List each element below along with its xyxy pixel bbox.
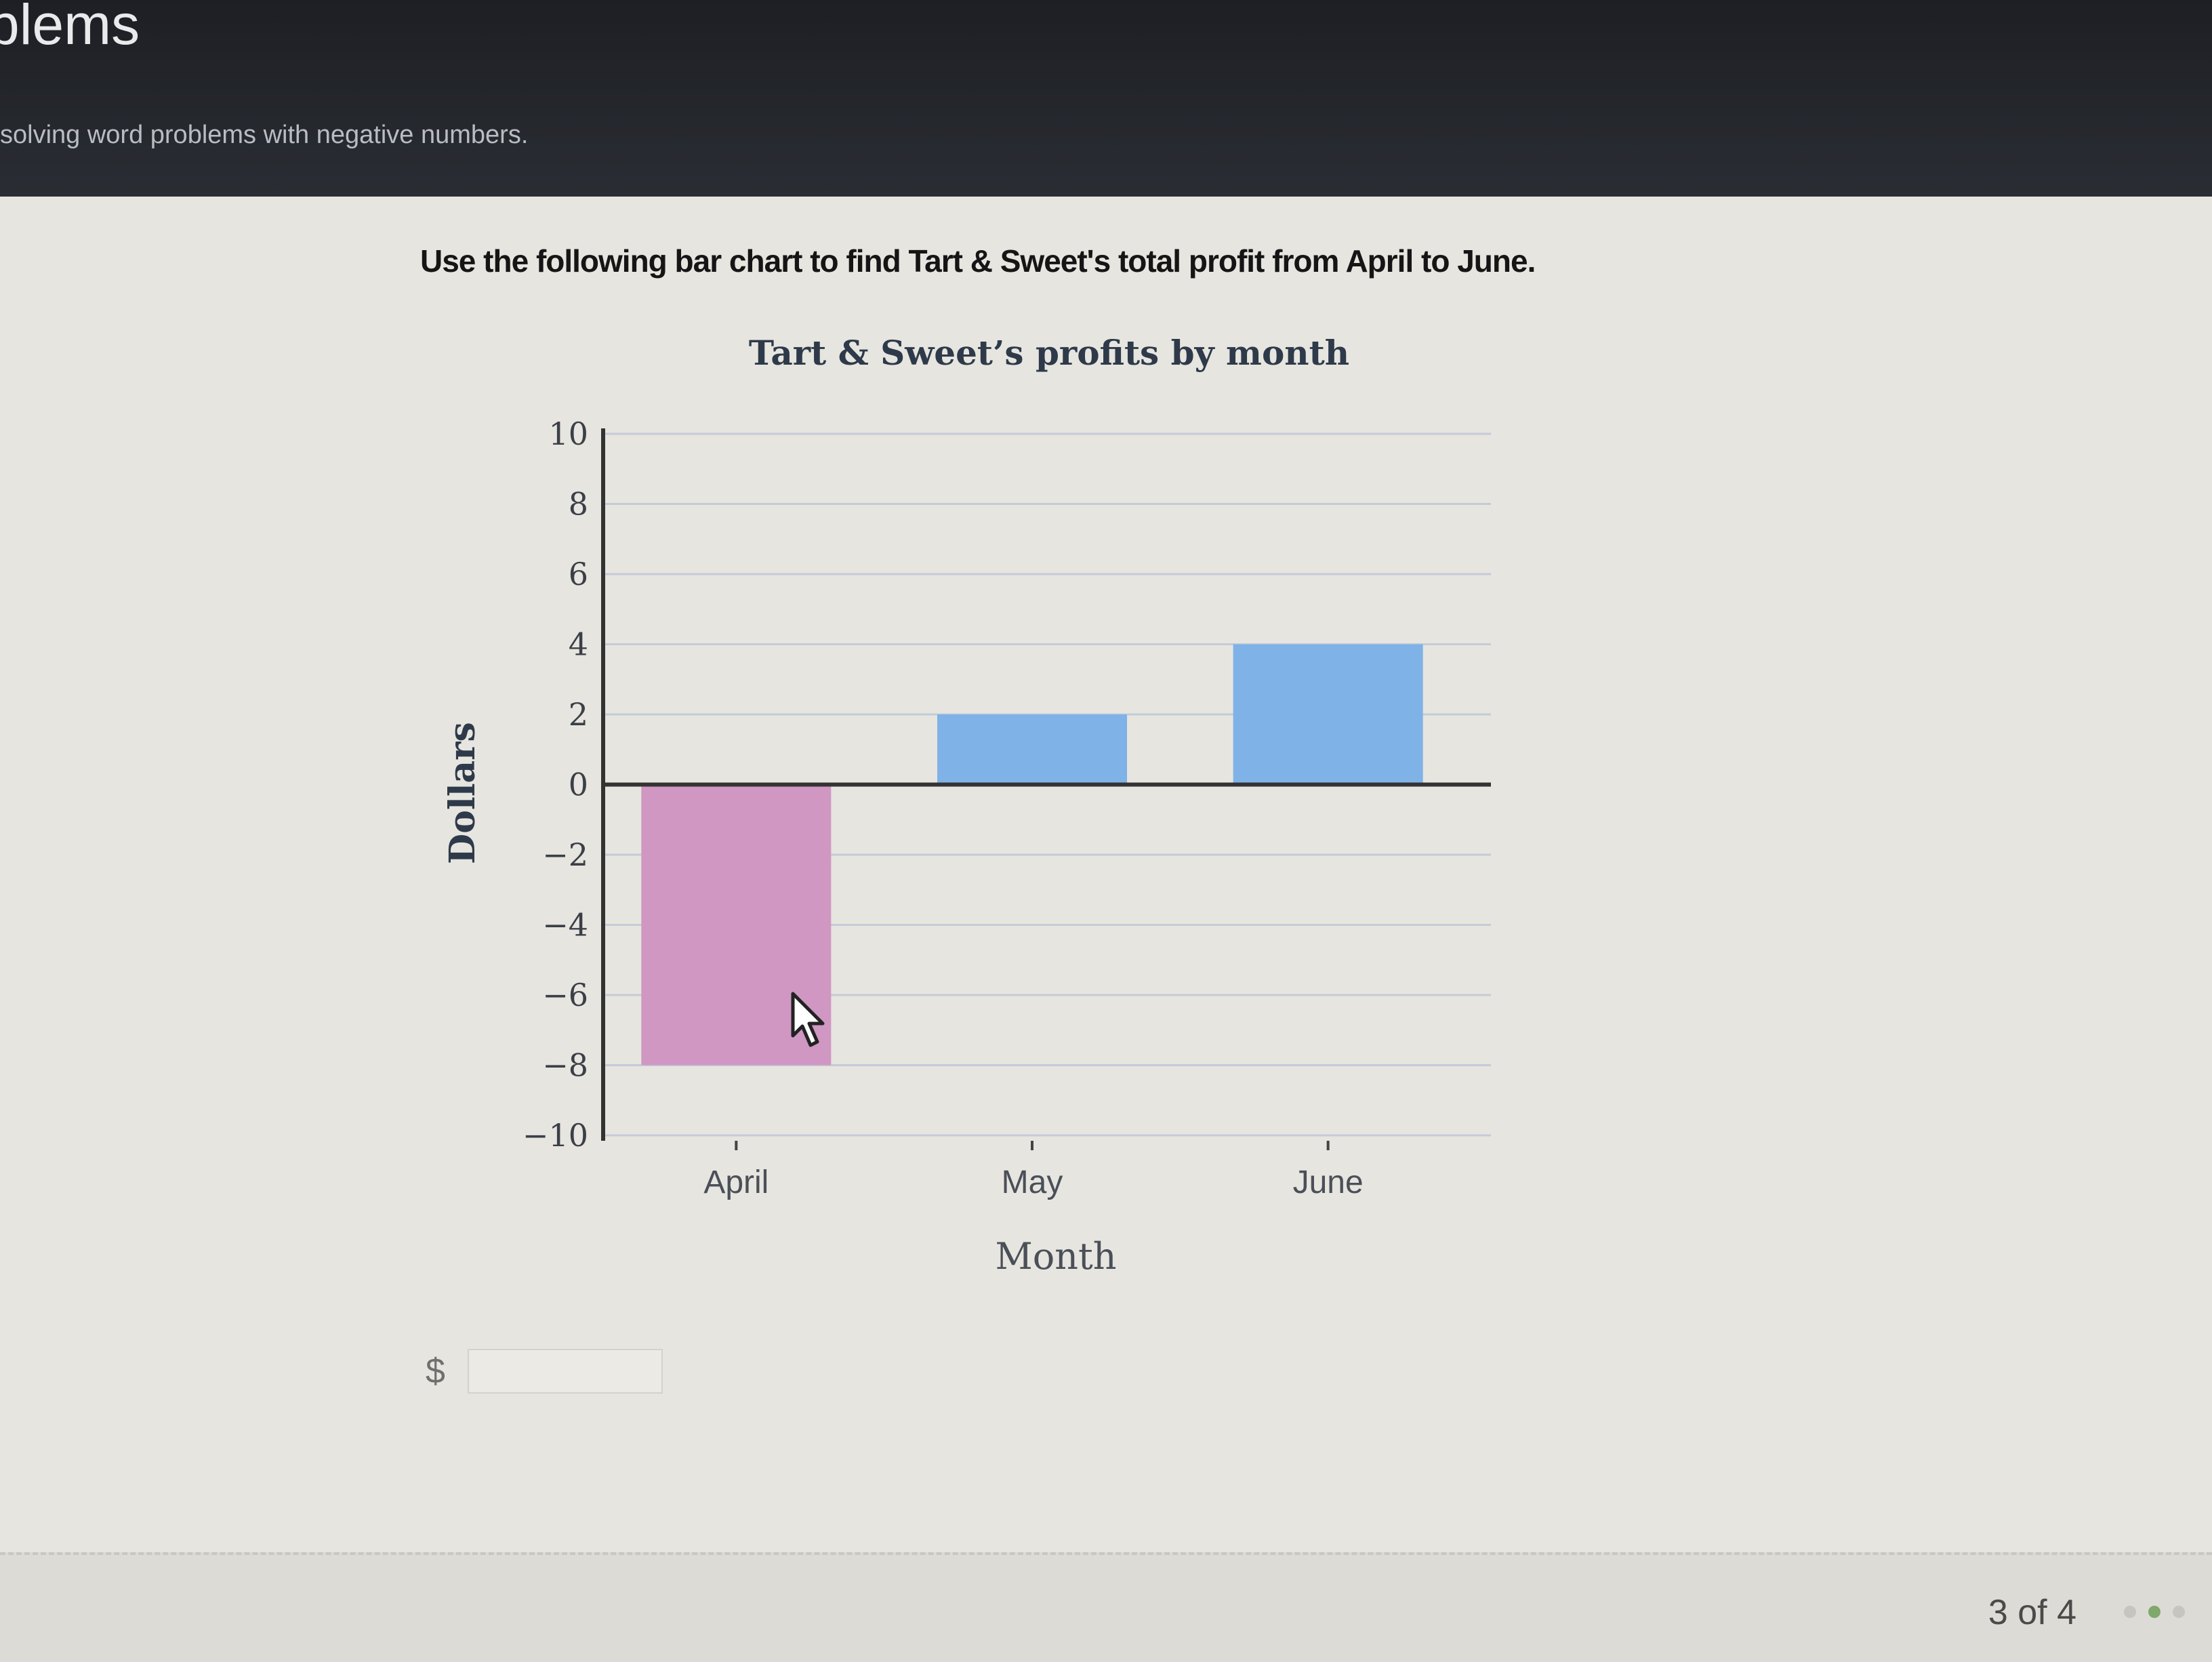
- y-axis-label: Dollars: [442, 722, 483, 864]
- progress-dot: [2173, 1606, 2185, 1618]
- y-tick-label: 10: [548, 416, 588, 452]
- bar-may: [937, 714, 1127, 785]
- x-tick-label: May: [1002, 1164, 1063, 1200]
- progress-dot: [2124, 1606, 2136, 1618]
- y-tick-label: 6: [569, 556, 588, 592]
- question-progress: 3 of 4: [1988, 1593, 2076, 1632]
- y-tick-labels: 10 8 6 4 2 0 −2 −4 −6 −8 −10: [523, 416, 588, 1154]
- page-subtitle: solving word problems with negative numb…: [0, 121, 529, 149]
- exercise-content: [0, 197, 2212, 1552]
- answer-row: $: [426, 1349, 663, 1394]
- y-tick-label: 0: [569, 767, 588, 803]
- progress-dot-current: [2148, 1606, 2160, 1618]
- dollar-sign: $: [426, 1352, 445, 1391]
- x-tick-label: June: [1293, 1164, 1364, 1200]
- y-tick-label: −2: [542, 836, 588, 873]
- mouse-cursor-icon: [791, 992, 825, 1047]
- y-tick-label: 8: [569, 486, 588, 523]
- y-tick-label: −8: [542, 1047, 588, 1084]
- profit-bar-chart: Tart & Sweet’s profits by month 10 8 6 4 2 0 −…: [442, 333, 1491, 1278]
- x-axis-label: Month: [995, 1235, 1116, 1278]
- chart-bars: [641, 644, 1423, 1066]
- x-tick-labels: April May June: [703, 1141, 1364, 1200]
- page-title: blems: [0, 0, 140, 56]
- question-text: Use the following bar chart to find Tart…: [420, 243, 1536, 279]
- chart-axes: [601, 428, 1491, 1141]
- y-tick-label: 2: [569, 696, 588, 733]
- bar-june: [1233, 644, 1423, 785]
- page-header: blems solving word problems with negativ…: [0, 0, 2212, 197]
- y-tick-label: −4: [542, 907, 588, 944]
- x-tick-label: April: [703, 1164, 769, 1200]
- y-tick-label: −6: [542, 977, 588, 1013]
- y-tick-label: 4: [569, 626, 588, 663]
- answer-input[interactable]: [468, 1349, 663, 1394]
- chart-title: Tart & Sweet’s profits by month: [749, 333, 1349, 373]
- y-tick-label: −10: [523, 1117, 588, 1154]
- footer-bar: 3 of 4: [0, 1552, 2212, 1662]
- progress-dots: [2124, 1606, 2185, 1618]
